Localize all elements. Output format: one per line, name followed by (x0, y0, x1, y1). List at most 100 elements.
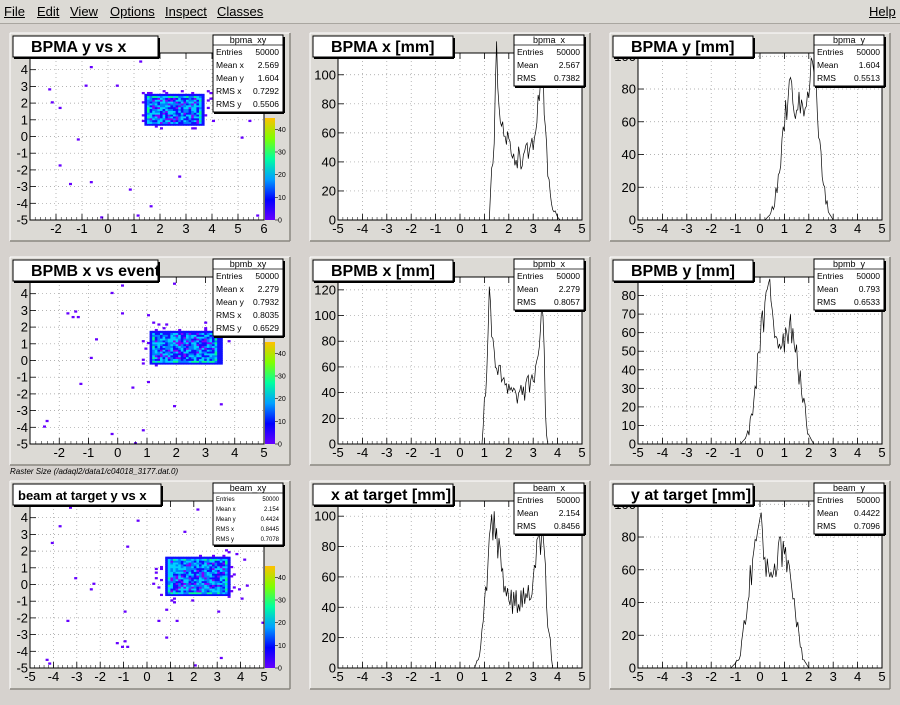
heatmap-cell (175, 356, 179, 360)
heatmap-cell (154, 347, 158, 350)
heatmap-cell (147, 106, 150, 110)
heatmap-cell (173, 556, 176, 559)
menu-help[interactable]: Help (869, 4, 896, 19)
heatmap-cell (214, 340, 218, 343)
heatmap-cell (214, 571, 218, 574)
heatmap-cell (162, 332, 166, 335)
heatmap-cell (173, 104, 176, 108)
heatmap-cell (193, 99, 197, 102)
y-tick-label: 40 (322, 154, 336, 169)
heatmap-cell (227, 580, 231, 584)
menu-classes[interactable]: Classes (217, 4, 264, 19)
heatmap-cell (180, 353, 184, 356)
heatmap-cell (219, 343, 223, 347)
heatmap-cell (152, 582, 156, 585)
heatmap-cell (214, 353, 218, 356)
heatmap-cell (204, 330, 208, 334)
heatmap-cell (191, 575, 195, 578)
heatmap-cell (152, 354, 156, 358)
heatmap-cell (162, 347, 166, 350)
heatmap-cell (157, 619, 161, 623)
y-tick-label: 20 (622, 180, 636, 195)
heatmap-cell (154, 349, 158, 352)
heatmap-cell (178, 560, 182, 563)
heatmap-cell (154, 97, 158, 100)
heatmap-cell (206, 360, 210, 363)
x-tick-label: 4 (237, 669, 244, 684)
heatmap-cell (206, 351, 210, 354)
heatmap-cell (206, 343, 210, 347)
heatmap-cell (193, 114, 197, 117)
heatmap-cell (178, 353, 182, 356)
heatmap-cell (196, 582, 200, 585)
heatmap-cell (178, 175, 182, 178)
heatmap-cell (170, 332, 174, 335)
heatmap-cell (170, 119, 174, 123)
heatmap-cell (227, 551, 231, 554)
stats-value: 2.154 (559, 508, 581, 518)
heatmap-cell (173, 362, 176, 365)
heatmap-cell (162, 90, 166, 93)
y-tick-label: 1 (21, 560, 28, 575)
x-tick-label: 3 (182, 221, 189, 236)
heatmap-cell (243, 558, 247, 561)
heatmap-cell (199, 582, 202, 585)
heatmap-cell (186, 116, 189, 119)
y-tick-label: 0 (629, 213, 636, 228)
heatmap-cell (186, 562, 189, 565)
heatmap-cell (219, 354, 223, 358)
heatmap-cell (165, 360, 169, 363)
x-tick-label: 1 (143, 445, 150, 460)
menu-inspect[interactable]: Inspect (165, 4, 207, 19)
heatmap-cell (206, 593, 210, 597)
heatmap-cell (154, 108, 158, 111)
heatmap-cell (206, 362, 210, 365)
heatmap-cell (157, 341, 161, 345)
heatmap-cell (196, 351, 200, 354)
heatmap-cell (173, 345, 176, 348)
heatmap-cell (165, 353, 169, 356)
heatmap-cell (191, 347, 195, 350)
y-tick-label: 40 (622, 595, 636, 610)
x-tick-label: -2 (50, 221, 62, 236)
heatmap-cell (204, 571, 208, 574)
heatmap-cell (162, 353, 166, 356)
menu-file[interactable]: File (4, 4, 25, 19)
heatmap-cell (183, 569, 187, 572)
heatmap-cell (206, 564, 210, 567)
heatmap-cell (170, 103, 174, 106)
canvas-area[interactable]: Raster Size (/adaql2/data1/c04018_3177.d… (0, 26, 900, 700)
heatmap-cell (183, 358, 187, 361)
x-tick-label: 2 (190, 669, 197, 684)
heatmap-cell (204, 327, 208, 330)
heatmap-cell (204, 341, 208, 345)
heatmap-cell (173, 564, 176, 567)
heatmap-cell (201, 97, 205, 100)
heatmap-cell (214, 345, 218, 348)
canvas-svg[interactable]: Raster Size (/adaql2/data1/c04018_3177.d… (0, 26, 900, 700)
heatmap-cell (196, 564, 200, 567)
heatmap-cell (209, 336, 213, 339)
heatmap-cell (157, 349, 161, 352)
heatmap-cell (50, 101, 54, 104)
heatmap-cell (191, 564, 195, 567)
heatmap-cell (217, 571, 221, 574)
heatmap-cell (154, 119, 158, 123)
heatmap-cell (154, 332, 158, 335)
heatmap-cell (175, 586, 179, 589)
stats-label: Mean (517, 508, 539, 518)
heatmap-cell (173, 99, 176, 102)
heatmap-cell (217, 353, 221, 356)
heatmap-cell (167, 591, 171, 595)
x-tick-label: -4 (357, 669, 369, 684)
menu-view[interactable]: View (70, 4, 98, 19)
menu-edit[interactable]: Edit (37, 4, 60, 19)
menu-options[interactable]: Options (110, 4, 155, 19)
heatmap-cell (152, 358, 156, 361)
heatmap-cell (165, 590, 169, 593)
heatmap-cell (180, 108, 184, 111)
y-tick-label: 20 (322, 183, 336, 198)
heatmap-cell (217, 578, 221, 582)
heatmap-cell (165, 347, 169, 350)
heatmap-cell (186, 577, 189, 580)
